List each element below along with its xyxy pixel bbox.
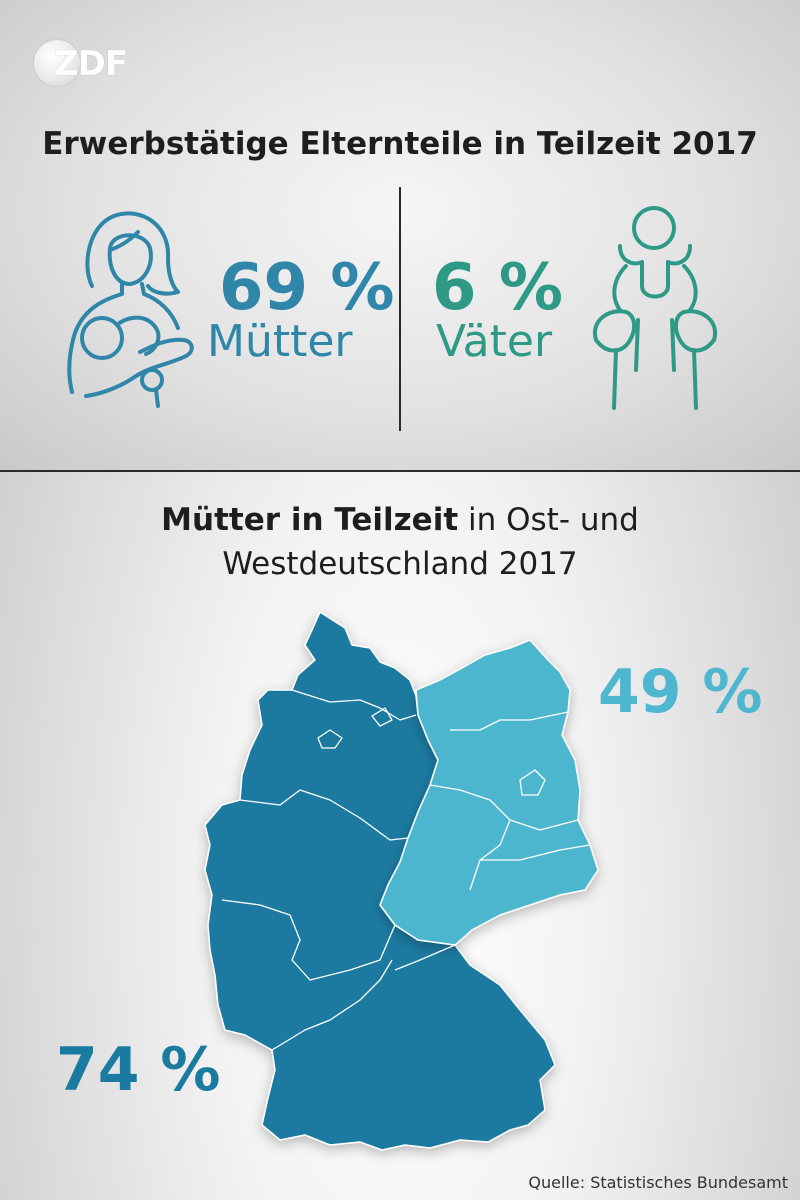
source-note: Quelle: Statistisches Bundesamt: [528, 1173, 788, 1192]
mothers-value: 69 %: [219, 251, 395, 325]
fathers-value: 6 %: [432, 251, 563, 325]
east-germany-region: [379, 639, 599, 946]
fathers-label: Väter: [436, 316, 553, 367]
state-borders: [221, 689, 591, 1051]
zdf-logo: ZDF: [34, 40, 130, 90]
mother-with-child-icon: [67, 211, 194, 408]
logo-circle: [34, 40, 80, 86]
mothers-label: Mütter: [207, 316, 353, 367]
vertical-divider: [399, 187, 401, 431]
horizontal-divider: [0, 470, 800, 472]
map-title-bold: Mütter in Teilzeit in Ost- und: [161, 502, 639, 538]
map-title: Mütter in Teilzeit in Ost- und Westdeuts…: [0, 498, 800, 586]
father-with-child-icon: [592, 206, 718, 410]
map-title-line2: Westdeutschland 2017: [222, 546, 578, 582]
logo-text: ZDF: [54, 44, 128, 84]
chart-title: Erwerbstätige Elternteile in Teilzeit 20…: [42, 126, 758, 162]
east-germany-value: 49 %: [598, 657, 763, 727]
west-germany-value: 74 %: [56, 1035, 221, 1105]
